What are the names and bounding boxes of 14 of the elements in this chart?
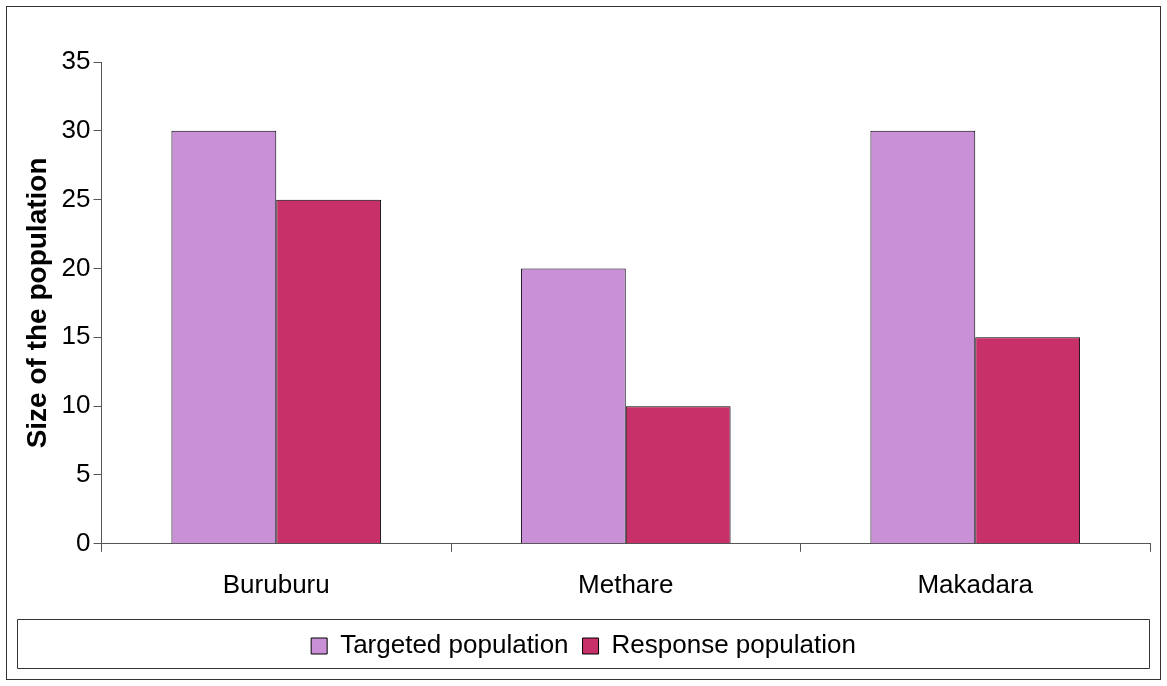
legend-label: Targeted population	[340, 629, 569, 660]
y-tick-label: 25	[61, 182, 91, 213]
y-tick-label: 5	[76, 458, 91, 489]
y-tick-label: 20	[61, 251, 91, 282]
legend-label: Response population	[611, 629, 856, 660]
x-tick-label: Buruburu	[222, 568, 330, 599]
y-tick-label: 35	[61, 45, 91, 76]
x-tick-label: Makadara	[917, 568, 1034, 599]
y-tick-label: 15	[61, 320, 91, 351]
y-tick-label: 30	[61, 114, 91, 144]
y-tick-label: 10	[61, 389, 91, 420]
x-tick-label: Methare	[578, 568, 674, 599]
y-axis-title: Size of the population	[20, 157, 52, 449]
y-tick-label: 0	[76, 526, 91, 557]
